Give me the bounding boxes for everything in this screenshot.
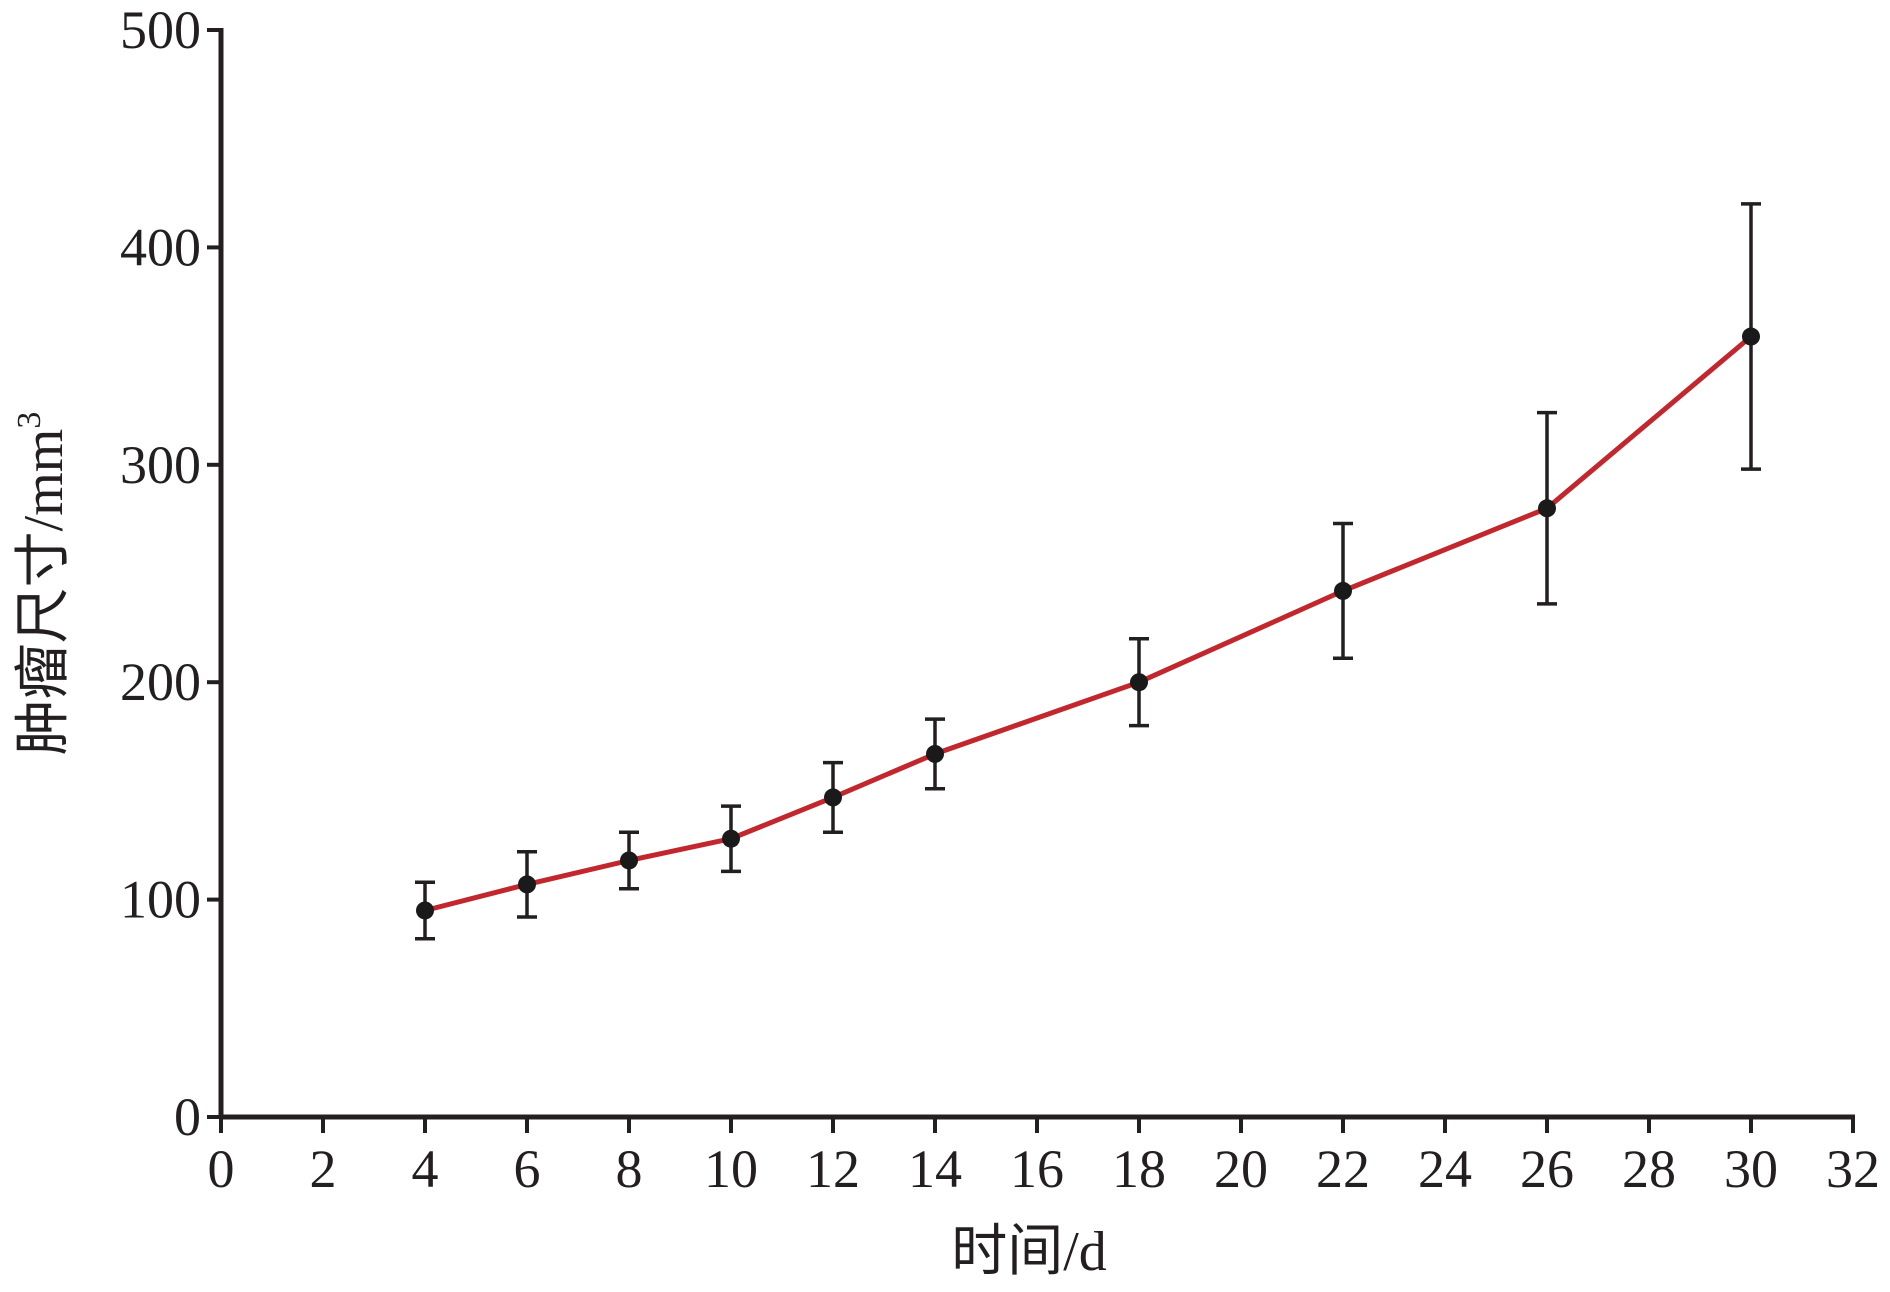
data-point: [1742, 327, 1760, 346]
x-tick-label: 6: [514, 1139, 541, 1199]
error-bars: [415, 202, 1761, 941]
y-axis-title-main: 肿瘤尺寸/mm: [13, 429, 75, 756]
data-point: [824, 788, 842, 807]
axes: [218, 28, 1855, 1120]
data-point: [926, 744, 944, 763]
x-tick-label: 2: [310, 1139, 337, 1199]
x-tick-label: 26: [1520, 1139, 1574, 1199]
y-tick-label: 400: [120, 217, 201, 277]
x-tick-label: 16: [1010, 1139, 1064, 1199]
x-tick-label: 8: [616, 1139, 643, 1199]
y-axis-title-superscript: 3: [11, 412, 48, 429]
y-tick-label: 200: [120, 652, 201, 712]
series-line: [422, 334, 1754, 913]
x-tick-label: 14: [908, 1139, 962, 1199]
x-tick-label: 24: [1418, 1139, 1472, 1199]
data-point: [722, 829, 740, 848]
x-tick-label: 22: [1316, 1139, 1370, 1199]
y-ticks: 0 100 200 300 400 500: [120, 0, 221, 1147]
x-tick-label: 30: [1724, 1139, 1778, 1199]
series-lines: [422, 334, 1754, 913]
x-axis-title: 时间/d: [951, 1221, 1107, 1283]
x-tick-label: 10: [704, 1139, 758, 1199]
x-ticks: 0 2 4 6 8 10 12 14 16 18 20 22 24 26 28 30 32: [208, 1117, 1880, 1199]
x-tick-label: 32: [1826, 1139, 1880, 1199]
data-point: [1130, 673, 1148, 692]
x-tick-label: 18: [1112, 1139, 1166, 1199]
data-point: [416, 901, 434, 920]
data-point: [518, 875, 536, 894]
y-tick-label: 0: [174, 1087, 201, 1147]
y-axis-title: 肿瘤尺寸/mm3: [11, 412, 75, 756]
data-point: [620, 851, 638, 870]
x-tick-label: 4: [412, 1139, 439, 1199]
data-point: [1538, 499, 1556, 518]
data-point: [1334, 581, 1352, 600]
y-tick-label: 300: [120, 435, 201, 495]
data-points: [416, 327, 1760, 920]
y-tick-label: 500: [120, 0, 201, 60]
x-tick-label: 12: [806, 1139, 860, 1199]
y-tick-label: 100: [120, 870, 201, 930]
x-tick-label: 20: [1214, 1139, 1268, 1199]
x-tick-label: 28: [1622, 1139, 1676, 1199]
x-tick-label: 0: [208, 1139, 235, 1199]
